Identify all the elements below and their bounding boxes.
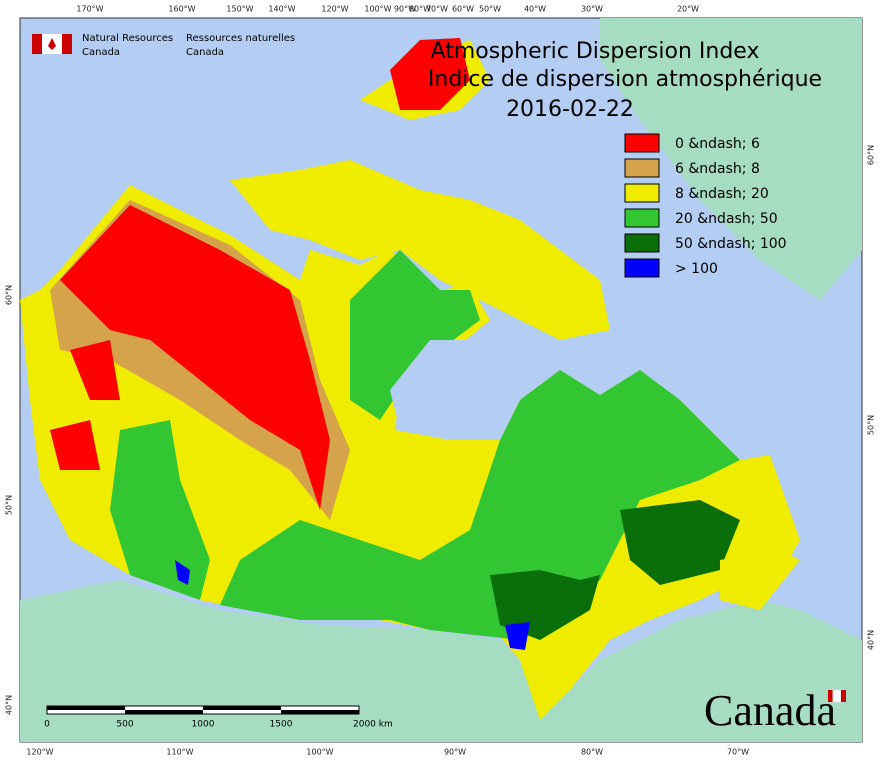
ellesmere-red <box>390 38 470 110</box>
graticule-label: 70°W <box>727 748 749 757</box>
graticule-label: 50°N <box>5 495 14 515</box>
agency-en: Canada <box>82 47 120 58</box>
graticule-label: 20°W <box>677 5 699 14</box>
usa <box>20 580 862 742</box>
darkgreen-ontario <box>490 570 600 640</box>
maritimes <box>720 550 800 610</box>
greenland <box>600 18 862 300</box>
wordmark-flag <box>828 689 846 703</box>
legend-swatch <box>624 258 660 278</box>
graticule-label: 80°W <box>409 5 431 14</box>
legend-swatch <box>624 133 660 153</box>
red-west <box>50 340 120 470</box>
graticule-label: 110°W <box>166 748 193 757</box>
green-east <box>220 370 740 640</box>
graticule-label: 90°W <box>444 748 466 757</box>
graticule-label: 150°W <box>226 5 253 14</box>
graticule-label: 100°W <box>364 5 391 14</box>
agency-fr: Ressources naturelles <box>186 33 295 44</box>
scale-label: 1000 <box>192 720 215 730</box>
graticule-label: 50°N <box>867 415 876 435</box>
graticule-label: 50°W <box>479 5 501 14</box>
scale-label: 1500 <box>270 720 293 730</box>
scale-label: 500 <box>116 720 133 730</box>
blue-area <box>505 622 530 650</box>
arctic-islands <box>230 160 610 340</box>
title-date: 2016-02-22 <box>506 97 634 122</box>
darkgreen-quebec <box>620 500 740 585</box>
graticule-label: 140°W <box>268 5 295 14</box>
graticule-label: 90°W <box>394 5 416 14</box>
title: Atmospheric Dispersion Index <box>431 39 760 64</box>
graticule-label: 100°W <box>306 748 333 757</box>
legend-swatch <box>624 158 660 178</box>
blue-area-west <box>175 560 190 585</box>
wordmark: Canada <box>704 686 836 735</box>
graticule-label: 40°N <box>867 630 876 650</box>
legend-label: 50 &ndash; 100 <box>675 236 787 252</box>
legend-label: 8 &ndash; 20 <box>675 186 769 202</box>
green-west <box>110 420 210 600</box>
red-region <box>60 205 330 510</box>
graticule-label: 60°N <box>867 145 876 165</box>
graticule-label: 70°W <box>426 5 448 14</box>
legend-label: 6 &ndash; 8 <box>675 161 760 177</box>
agency-en: Natural Resources <box>82 33 173 44</box>
graticule-label: 120°W <box>321 5 348 14</box>
agency-fr: Canada <box>186 47 224 58</box>
title: Indice de dispersion atmosphérique <box>428 67 822 92</box>
legend-swatch <box>624 208 660 228</box>
legend-label: > 100 <box>675 261 718 277</box>
graticule-label: 40°W <box>524 5 546 14</box>
hudson-bay <box>390 340 520 440</box>
legend-label: 20 &ndash; 50 <box>675 211 778 227</box>
scale-bar <box>46 705 360 715</box>
graticule-label: 30°W <box>581 5 603 14</box>
scale-label: 0 <box>44 720 50 730</box>
green-central <box>350 250 480 420</box>
graticule-label: 170°W <box>76 5 103 14</box>
flag <box>32 34 72 54</box>
scale-label: 2000 km <box>353 720 393 730</box>
graticule-label: 60°N <box>5 285 14 305</box>
graticule-label: 60°W <box>452 5 474 14</box>
graticule-label: 120°W <box>26 748 53 757</box>
graticule-label: 80°W <box>581 748 603 757</box>
legend-label: 0 &ndash; 6 <box>675 136 760 152</box>
graticule-label: 160°W <box>168 5 195 14</box>
legend-swatch <box>624 233 660 253</box>
graticule-label: 40°N <box>5 695 14 715</box>
legend-swatch <box>624 183 660 203</box>
